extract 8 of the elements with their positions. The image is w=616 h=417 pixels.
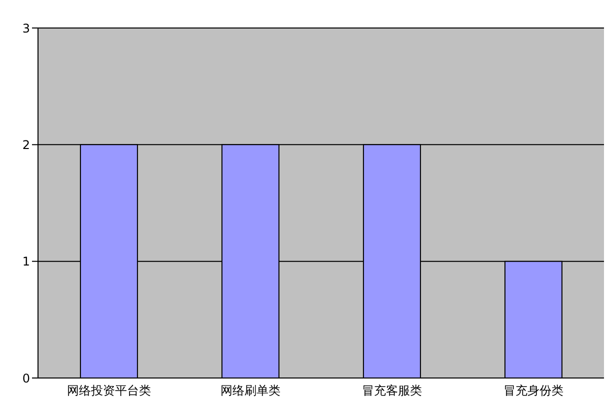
y-tick-label: 0	[22, 371, 30, 386]
y-tick-label: 2	[22, 138, 30, 152]
y-tick-label: 1	[22, 254, 30, 269]
x-tick-label: 网络刷单类	[220, 384, 280, 398]
x-tick-label: 冒充身份类	[503, 384, 564, 398]
x-tick-label: 冒充客服类	[362, 384, 422, 398]
y-tick-label: 3	[22, 21, 30, 36]
x-tick-label: 网络投资平台类	[66, 384, 151, 398]
